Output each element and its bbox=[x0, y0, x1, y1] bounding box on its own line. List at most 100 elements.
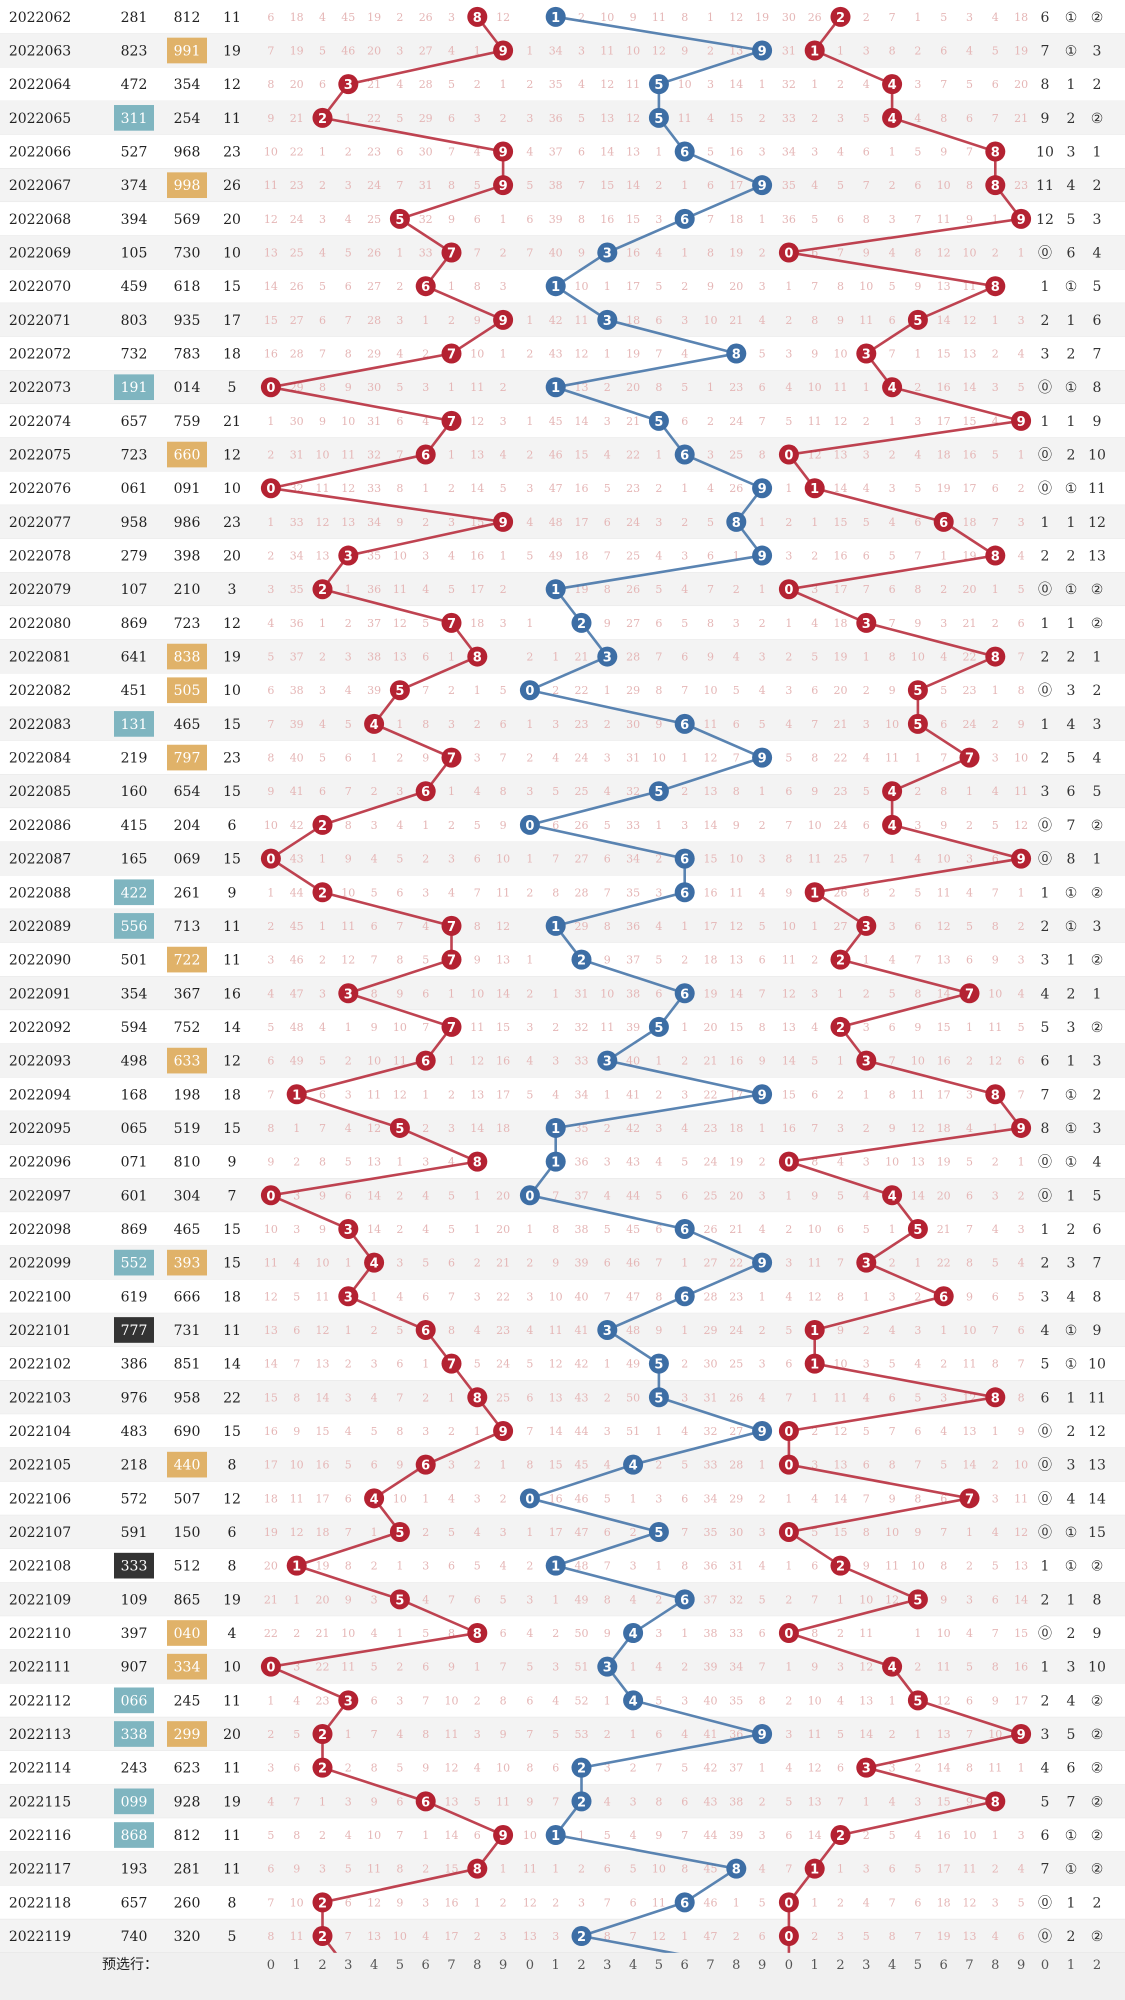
omit-count: 9 bbox=[500, 819, 507, 832]
omit-count: 4 bbox=[630, 1829, 637, 1842]
shape-mark: 3 bbox=[1093, 717, 1102, 733]
omit-count: 7 bbox=[863, 179, 870, 192]
draw-cell: 374 bbox=[121, 178, 148, 194]
tens-ball bbox=[545, 6, 566, 27]
omit-count: 41 bbox=[626, 1088, 640, 1101]
omit-count: 17 bbox=[729, 179, 743, 192]
shape-mark: 4 bbox=[1067, 1693, 1076, 1709]
omit-count: 1 bbox=[655, 819, 662, 832]
omit-count: 5 bbox=[604, 819, 611, 832]
omit-count: 9 bbox=[578, 247, 585, 260]
omit-count: 32 bbox=[626, 785, 640, 798]
omit-count: 1 bbox=[785, 482, 792, 495]
omit-count: 8 bbox=[267, 1122, 274, 1135]
issue-cell: 2022084 bbox=[9, 751, 71, 767]
omit-count: 7 bbox=[681, 1526, 688, 1539]
omit-count: 8 bbox=[811, 314, 818, 327]
omit-count: 17 bbox=[496, 1088, 510, 1101]
tens-ball bbox=[752, 545, 773, 566]
table-row bbox=[0, 1851, 1125, 1886]
omit-count: 4 bbox=[293, 1257, 300, 1270]
omit-count: 44 bbox=[575, 1425, 589, 1438]
omit-count: 3 bbox=[759, 146, 766, 159]
omit-count: 2 bbox=[785, 516, 792, 529]
omit-count: 1 bbox=[785, 617, 792, 630]
omit-count: 9 bbox=[992, 1694, 999, 1707]
omit-count: 1 bbox=[889, 1694, 896, 1707]
omit-count: 3 bbox=[293, 1189, 300, 1202]
tens-ball-label: 3 bbox=[603, 314, 612, 329]
omit-count: 2 bbox=[863, 415, 870, 428]
omit-count: 3 bbox=[526, 1021, 533, 1034]
draw-cell: 657 bbox=[121, 1895, 148, 1911]
omit-count: 3 bbox=[1018, 1829, 1025, 1842]
omit-count: 2 bbox=[293, 1156, 300, 1169]
omit-count: 4 bbox=[707, 112, 714, 125]
footer-digit: 8 bbox=[732, 1958, 740, 1973]
omit-count: 1 bbox=[785, 1560, 792, 1573]
shape-mark: 2 bbox=[1093, 1087, 1102, 1103]
omit-count: 6 bbox=[267, 684, 274, 697]
omit-count: 30 bbox=[729, 1526, 743, 1539]
omit-count: 14 bbox=[367, 1223, 381, 1236]
omit-count: 3 bbox=[889, 482, 896, 495]
tens-ball-label: 3 bbox=[603, 651, 612, 666]
omit-count: 8 bbox=[345, 1560, 352, 1573]
omit-count: 14 bbox=[834, 1492, 848, 1505]
omit-count: 18 bbox=[937, 1122, 951, 1135]
omit-count: 11 bbox=[496, 886, 510, 899]
omit-count: 6 bbox=[604, 516, 611, 529]
omit-count: 10 bbox=[575, 280, 589, 293]
omit-count: 22 bbox=[290, 146, 304, 159]
omit-count: 10 bbox=[729, 853, 743, 866]
hundreds-ball-label: 9 bbox=[499, 516, 508, 531]
omit-count: 6 bbox=[785, 1829, 792, 1842]
omit-count: 4 bbox=[785, 381, 792, 394]
shape-mark: 1 bbox=[1067, 313, 1076, 329]
tens-ball-label: 6 bbox=[680, 1593, 689, 1608]
omit-count: 2 bbox=[655, 853, 662, 866]
omit-count: 9 bbox=[604, 954, 611, 967]
omit-count: 20 bbox=[704, 1021, 718, 1034]
omit-count: 4 bbox=[992, 1526, 999, 1539]
hundreds-ball bbox=[441, 747, 462, 768]
units-ball bbox=[985, 1387, 1006, 1408]
omit-count: 1 bbox=[707, 11, 714, 24]
omit-count: 2 bbox=[396, 280, 403, 293]
shape-mark: ⓪ bbox=[1038, 1458, 1052, 1474]
omit-count: 8 bbox=[655, 1290, 662, 1303]
sum-cell: 11 bbox=[223, 1761, 241, 1777]
omit-count: 12 bbox=[470, 1055, 484, 1068]
omit-count: 8 bbox=[1018, 1391, 1025, 1404]
shape-mark: 1 bbox=[1041, 885, 1050, 901]
units-ball bbox=[907, 680, 928, 701]
omit-count: 17 bbox=[549, 1526, 563, 1539]
omit-count: 4 bbox=[759, 684, 766, 697]
omit-count: 12 bbox=[496, 11, 510, 24]
tens-ball-label: 5 bbox=[654, 1021, 663, 1036]
units-ball bbox=[830, 1825, 851, 1846]
omit-count: 3 bbox=[992, 381, 999, 394]
omit-count: 11 bbox=[859, 314, 873, 327]
shape-mark: 7 bbox=[1093, 1256, 1102, 1272]
omit-count: 7 bbox=[448, 1593, 455, 1606]
omit-count: 21 bbox=[496, 1257, 510, 1270]
footer-digit: 4 bbox=[370, 1958, 378, 1973]
sum-cell: 5 bbox=[228, 380, 237, 396]
omit-count: 5 bbox=[422, 1257, 429, 1270]
units-ball bbox=[778, 579, 799, 600]
hundreds-ball bbox=[260, 1656, 281, 1677]
hundreds-ball-label: 9 bbox=[499, 1425, 508, 1440]
omit-count: 3 bbox=[526, 785, 533, 798]
omit-count: 7 bbox=[396, 1391, 403, 1404]
omit-count: 1 bbox=[448, 280, 455, 293]
omit-count: 12 bbox=[264, 213, 278, 226]
omit-count: 7 bbox=[733, 752, 740, 765]
shape-mark: 9 bbox=[1041, 111, 1050, 127]
units-ball-label: 9 bbox=[1017, 1122, 1026, 1137]
omit-count: 2 bbox=[914, 45, 921, 58]
tens-ball-label: 6 bbox=[680, 1223, 689, 1238]
hundreds-ball-label: 9 bbox=[499, 146, 508, 161]
footer-digit: 0 bbox=[526, 1958, 534, 1973]
omit-count: 6 bbox=[604, 1526, 611, 1539]
